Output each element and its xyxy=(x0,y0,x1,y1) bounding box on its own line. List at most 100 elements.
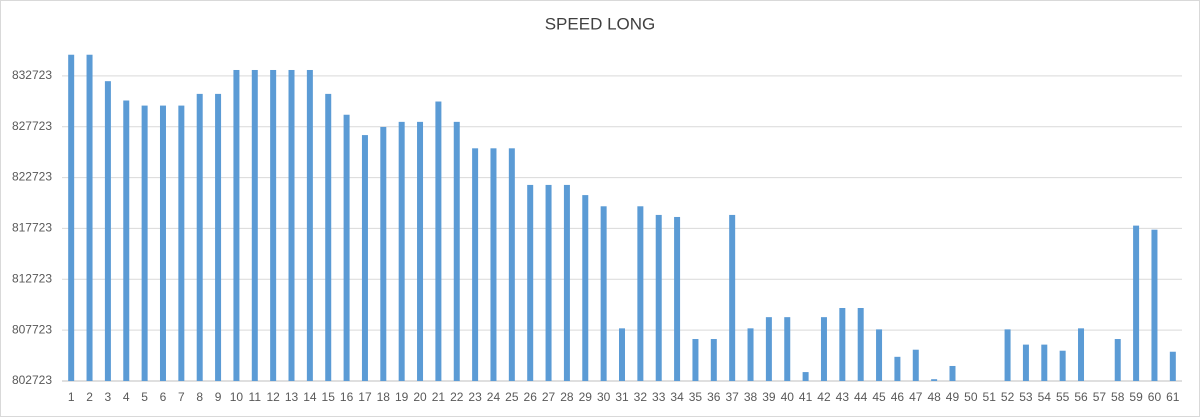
x-tick-label: 50 xyxy=(964,390,978,404)
y-tick-label: 802723 xyxy=(12,373,52,387)
x-tick-label: 49 xyxy=(946,390,960,404)
x-tick-label: 24 xyxy=(487,390,501,404)
bar xyxy=(233,69,240,382)
bar xyxy=(178,105,185,381)
bar xyxy=(86,54,93,382)
bar xyxy=(839,307,846,381)
bar xyxy=(857,307,864,381)
bar xyxy=(545,184,552,381)
x-tick-label: 41 xyxy=(799,390,813,404)
bar xyxy=(1133,225,1140,381)
bar xyxy=(912,349,919,381)
bar xyxy=(417,121,424,381)
x-tick-label: 3 xyxy=(105,390,112,404)
x-tick-label: 10 xyxy=(230,390,244,404)
bar xyxy=(710,339,717,381)
x-tick-label: 42 xyxy=(817,390,831,404)
x-tick-label: 21 xyxy=(432,390,446,404)
bar xyxy=(1041,344,1048,381)
bar xyxy=(104,81,111,381)
bar xyxy=(141,105,148,381)
x-tick-label: 26 xyxy=(524,390,538,404)
x-tick-label: 29 xyxy=(579,390,593,404)
bar xyxy=(159,105,166,381)
x-tick-label: 36 xyxy=(707,390,721,404)
x-tick-label: 46 xyxy=(891,390,905,404)
x-tick-label: 44 xyxy=(854,390,868,404)
bar xyxy=(692,339,699,381)
bar xyxy=(435,101,442,381)
bar xyxy=(894,356,901,381)
bar xyxy=(398,121,405,381)
x-tick-label: 53 xyxy=(1019,390,1033,404)
x-tick-label: 2 xyxy=(86,390,93,404)
x-tick-label: 15 xyxy=(322,390,336,404)
chart-title: SPEED LONG xyxy=(545,14,656,33)
x-tick-label: 6 xyxy=(160,390,167,404)
bar xyxy=(490,148,497,381)
x-tick-label: 61 xyxy=(1166,390,1180,404)
x-tick-label: 35 xyxy=(689,390,703,404)
x-tick-label: 23 xyxy=(468,390,482,404)
bar xyxy=(729,214,736,381)
x-tick-label: 5 xyxy=(141,390,148,404)
bar xyxy=(876,329,883,381)
bar xyxy=(1169,351,1176,381)
x-tick-label: 19 xyxy=(395,390,409,404)
x-tick-label: 1 xyxy=(68,390,75,404)
bar xyxy=(784,317,791,381)
x-tick-label: 48 xyxy=(927,390,941,404)
bar xyxy=(1114,339,1121,381)
bar xyxy=(325,93,332,381)
x-tick-label: 45 xyxy=(872,390,886,404)
bar xyxy=(123,100,130,382)
x-tick-label: 40 xyxy=(781,390,795,404)
x-tick-label: 31 xyxy=(615,390,629,404)
bar xyxy=(563,184,570,381)
bar xyxy=(251,69,258,382)
bar xyxy=(472,148,479,381)
bar xyxy=(931,379,938,381)
x-tick-label: 54 xyxy=(1038,390,1052,404)
x-tick-label: 52 xyxy=(1001,390,1015,404)
x-tick-label: 58 xyxy=(1111,390,1125,404)
x-tick-label: 39 xyxy=(762,390,776,404)
bar xyxy=(765,317,772,381)
x-tick-label: 25 xyxy=(505,390,519,404)
x-tick-label: 8 xyxy=(196,390,203,404)
x-tick-label: 34 xyxy=(670,390,684,404)
bar xyxy=(270,69,277,382)
bar xyxy=(527,184,534,381)
x-tick-label: 4 xyxy=(123,390,130,404)
y-tick-label: 812723 xyxy=(12,271,52,285)
bar xyxy=(674,216,681,381)
bar xyxy=(747,328,754,381)
x-tick-label: 11 xyxy=(249,390,262,404)
x-tick-label: 33 xyxy=(652,390,666,404)
x-tick-label: 7 xyxy=(178,390,185,404)
y-tick-label: 817723 xyxy=(12,221,52,235)
x-tick-label: 18 xyxy=(377,390,391,404)
x-tick-label: 55 xyxy=(1056,390,1070,404)
x-tick-label: 47 xyxy=(909,390,923,404)
y-tick-label: 827723 xyxy=(12,119,52,133)
x-tick-label: 9 xyxy=(215,390,222,404)
bar xyxy=(1022,344,1029,381)
x-tick-label: 60 xyxy=(1148,390,1162,404)
x-tick-label: 51 xyxy=(983,390,997,404)
x-tick-label: 43 xyxy=(836,390,850,404)
bar xyxy=(453,121,460,381)
bar xyxy=(306,69,313,382)
x-tick-label: 59 xyxy=(1129,390,1143,404)
bar xyxy=(288,69,295,382)
bar xyxy=(196,93,203,381)
bar xyxy=(68,54,75,382)
bar xyxy=(600,206,607,381)
bar xyxy=(215,93,222,381)
y-tick-label: 807723 xyxy=(12,322,52,336)
x-tick-label: 13 xyxy=(285,390,299,404)
bar xyxy=(508,148,515,381)
bar xyxy=(619,328,625,381)
